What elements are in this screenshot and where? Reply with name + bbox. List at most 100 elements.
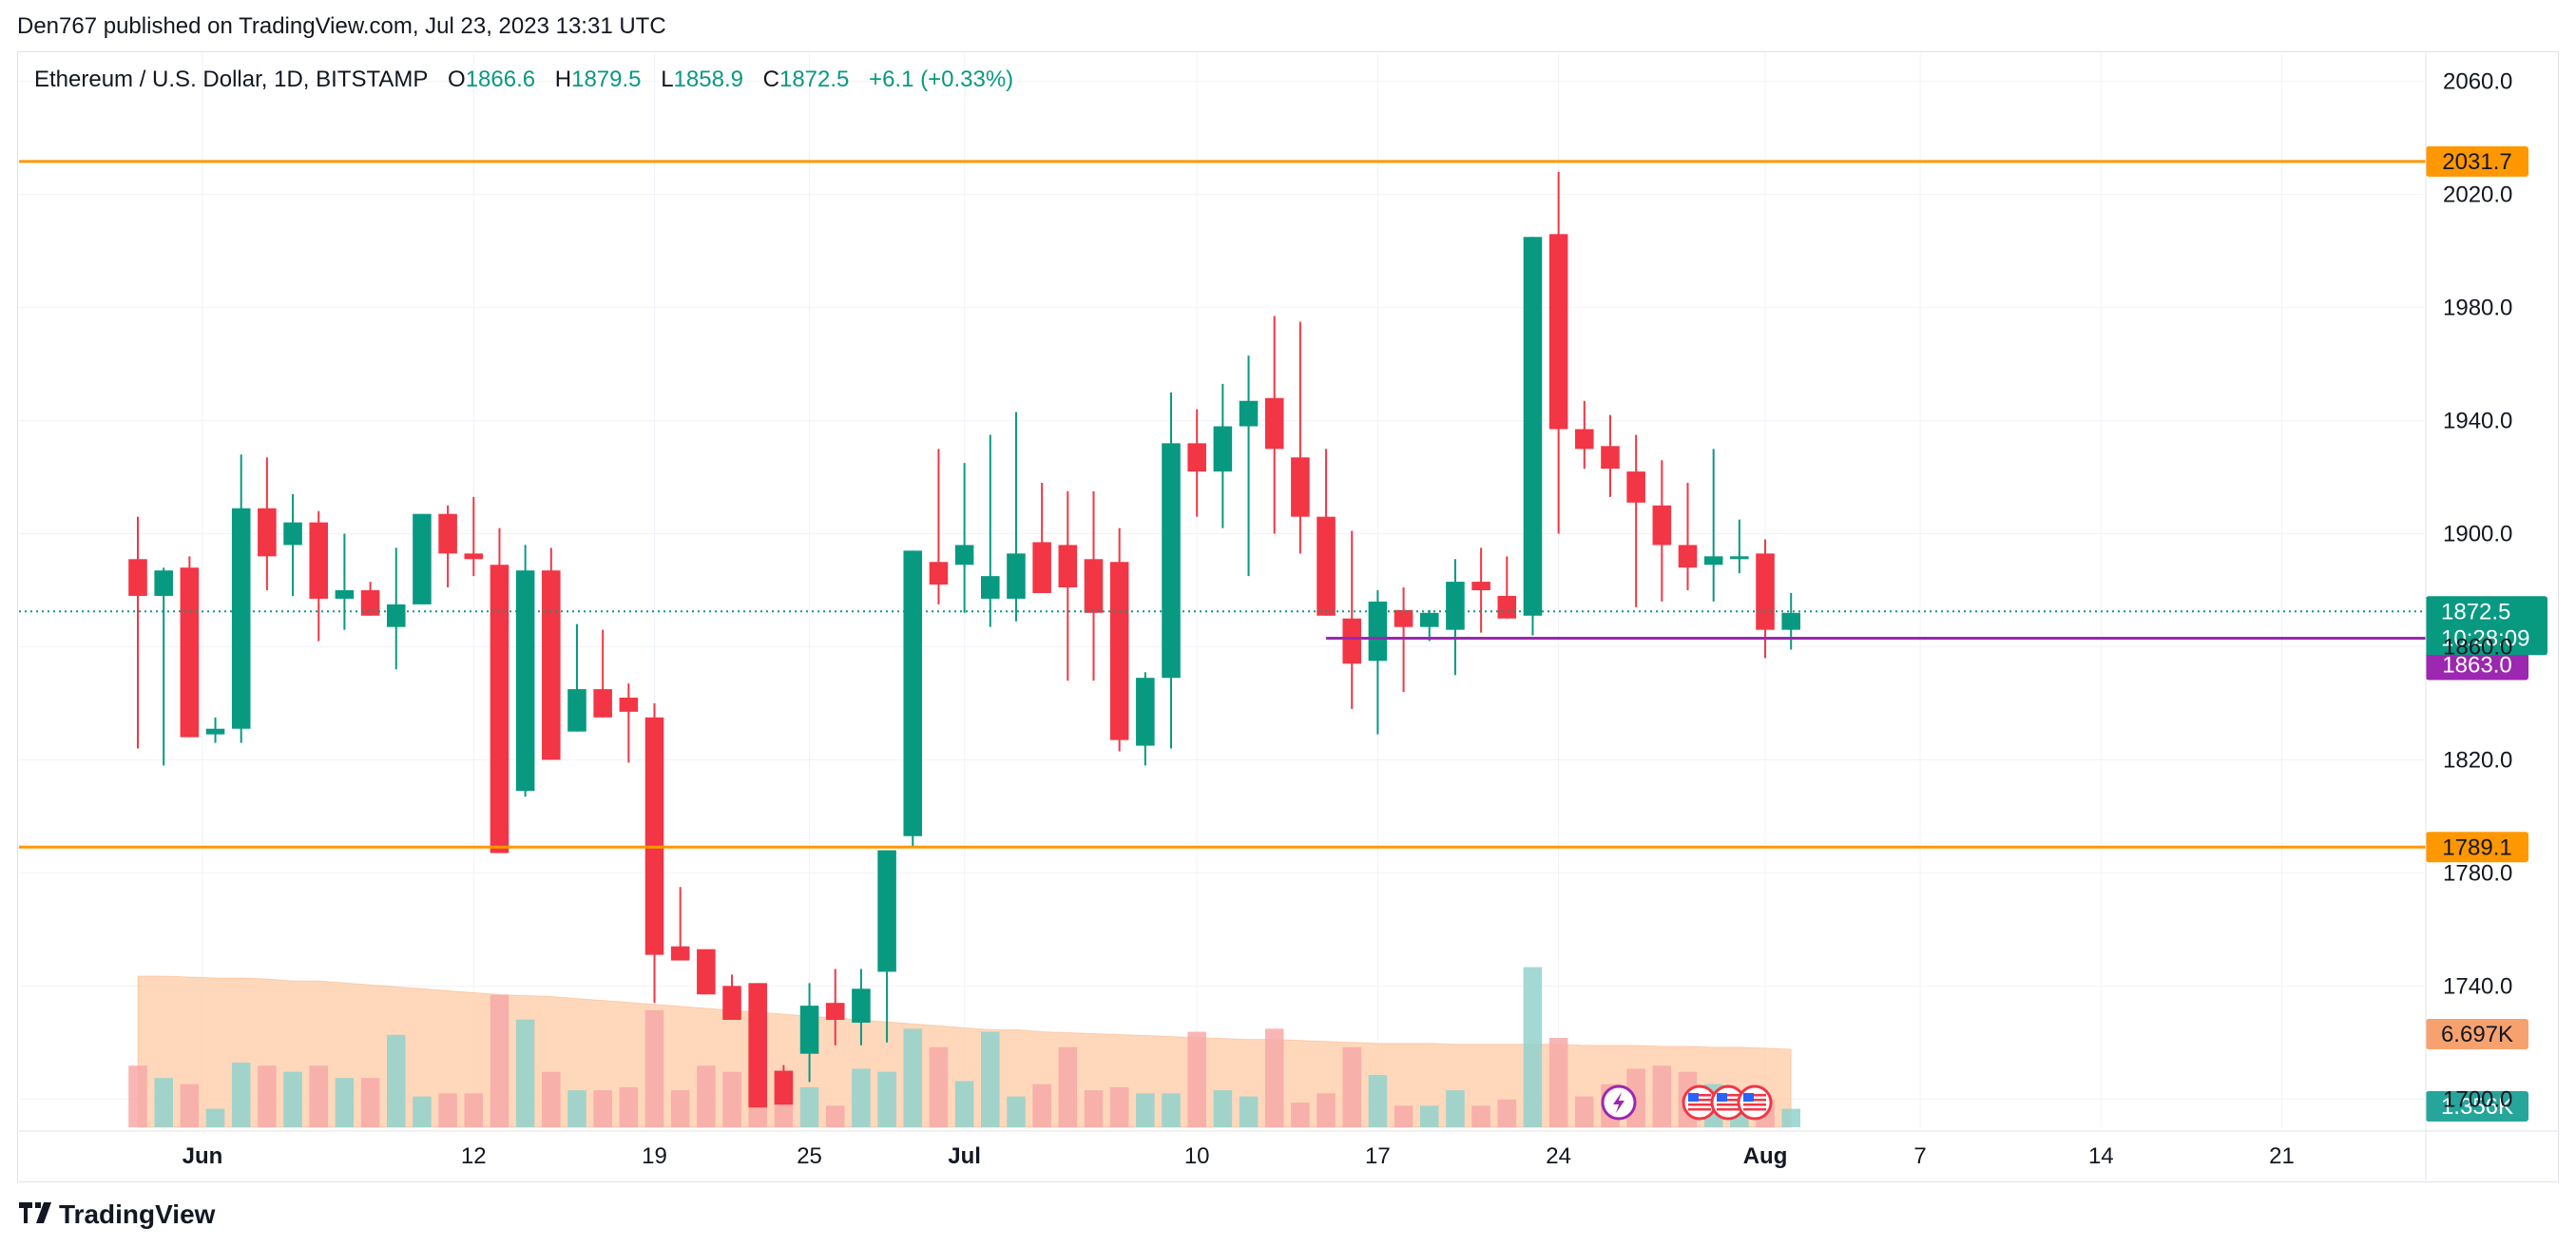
candle-body — [1291, 457, 1310, 517]
volume-layer — [128, 967, 1800, 1128]
level-tag-label: 2031.7 — [2442, 149, 2511, 175]
countdown-label: 10:28:09 — [2441, 625, 2529, 651]
volume-bar — [490, 994, 509, 1127]
volume-bar — [1368, 1074, 1388, 1127]
low-label: L — [661, 67, 674, 92]
candle-body — [231, 508, 251, 729]
candle-body — [981, 576, 1000, 599]
candle-body — [360, 590, 380, 616]
candle-body — [438, 513, 457, 554]
candle-body — [1317, 516, 1336, 616]
candle-body — [180, 567, 200, 738]
candle-body — [954, 545, 974, 566]
volume-bar — [180, 1084, 200, 1127]
volume-bar — [954, 1081, 974, 1127]
y-tick-label: 1980.0 — [2443, 296, 2512, 321]
candle-body — [799, 1006, 819, 1054]
volume-bar — [360, 1078, 380, 1127]
volume-bar — [1471, 1105, 1490, 1127]
y-tick-label: 1700.0 — [2443, 1086, 2512, 1112]
candle-body — [205, 728, 225, 735]
x-tick-label: 24 — [1546, 1143, 1571, 1169]
candle-body — [1446, 582, 1465, 630]
candle-body — [1497, 595, 1517, 619]
y-tick-label: 1860.0 — [2443, 634, 2512, 660]
us-flag-stripe — [1743, 1094, 1766, 1097]
candle-body — [1730, 556, 1749, 560]
candle-body — [1678, 545, 1698, 568]
axis-layer: 2060.0 2020.0 1980.0 1940.0 1900.0 1860.0 1820… — [19, 53, 2559, 1180]
candle-body — [1368, 601, 1388, 662]
chart-frame[interactable] — [17, 51, 2559, 1182]
volume-bar — [1419, 1105, 1439, 1127]
candle-body — [1781, 612, 1800, 630]
candle-body — [644, 717, 664, 955]
low-value: 1858.9 — [673, 67, 743, 92]
volume-bar — [1446, 1090, 1465, 1127]
volume-ma-tag-label: 6.697K — [2441, 1022, 2513, 1047]
grid-layer — [19, 53, 2424, 1127]
candle-body — [1239, 400, 1259, 427]
volume-bar — [231, 1062, 251, 1127]
volume-bar — [1523, 967, 1543, 1127]
tradingview-logo-icon — [19, 1200, 53, 1230]
x-tick-label: 14 — [2088, 1143, 2114, 1169]
volume-tag — [2426, 1091, 2528, 1122]
candle-body — [1548, 234, 1568, 430]
lightning-bolt — [1613, 1092, 1624, 1113]
support-tag — [2426, 651, 2528, 681]
volume-bar — [722, 1071, 741, 1127]
change-value: +6.1 (+0.33%) — [869, 67, 1014, 92]
us-flag-stripe — [1743, 1108, 1766, 1111]
volume-bar — [1084, 1090, 1104, 1127]
y-tick-label: 2060.0 — [2443, 69, 2512, 95]
candle-body — [619, 698, 639, 712]
candle-body — [1419, 612, 1439, 627]
current-price-tag — [2426, 596, 2547, 656]
close-label: C — [762, 67, 779, 92]
candle-body — [1394, 609, 1413, 627]
x-tick-label: 17 — [1365, 1143, 1391, 1169]
ohlc-legend: Ethereum / U.S. Dollar, 1D, BITSTAMP O18… — [34, 67, 1013, 93]
volume-bar — [593, 1090, 612, 1127]
us-flag-canton — [1717, 1093, 1727, 1102]
us-flag-stripe — [1743, 1099, 1766, 1102]
volume-bar — [1575, 1096, 1594, 1127]
volume-bar — [283, 1071, 302, 1127]
brand-name: TradingView — [59, 1199, 216, 1229]
high-label: H — [554, 67, 572, 92]
us-flag-canton — [1743, 1093, 1754, 1102]
x-tick-label: 10 — [1184, 1143, 1210, 1169]
candle-body — [335, 590, 355, 599]
candle-body — [542, 570, 561, 760]
candle-body — [1601, 446, 1620, 470]
volume-tag-label: 1.356K — [2441, 1094, 2513, 1120]
tradingview-logo[interactable]: TradingView — [19, 1199, 215, 1230]
candle-body — [1187, 443, 1206, 472]
x-tick-label: Jun — [183, 1143, 223, 1169]
candle-body — [128, 559, 147, 596]
volume-bar — [981, 1031, 1000, 1127]
volume-bar — [1394, 1105, 1413, 1127]
candle-body — [852, 988, 871, 1023]
candle-body — [567, 689, 586, 732]
volume-bar — [1032, 1084, 1051, 1127]
volume-bar — [799, 1086, 819, 1127]
candle-body — [697, 949, 716, 995]
volume-bar — [1548, 1038, 1568, 1127]
candle-body — [593, 689, 612, 718]
line-layer: 2031.7 1789.1 1863.0 1872.510:28:09 6.697K 1.… — [19, 145, 2547, 1122]
candle-body — [386, 604, 406, 627]
volume-bar — [1109, 1086, 1129, 1127]
y-tick-label: 1900.0 — [2443, 522, 2512, 547]
volume-bar — [128, 1065, 147, 1127]
volume-bar — [1058, 1046, 1078, 1127]
candle-body — [1213, 426, 1233, 472]
volume-bar — [644, 1009, 664, 1127]
level-tag-label: 1789.1 — [2442, 835, 2511, 860]
volume-bar — [1342, 1046, 1362, 1127]
y-tick-label: 1940.0 — [2443, 409, 2512, 434]
volume-bar — [1239, 1096, 1259, 1127]
candle-body — [1471, 582, 1490, 590]
